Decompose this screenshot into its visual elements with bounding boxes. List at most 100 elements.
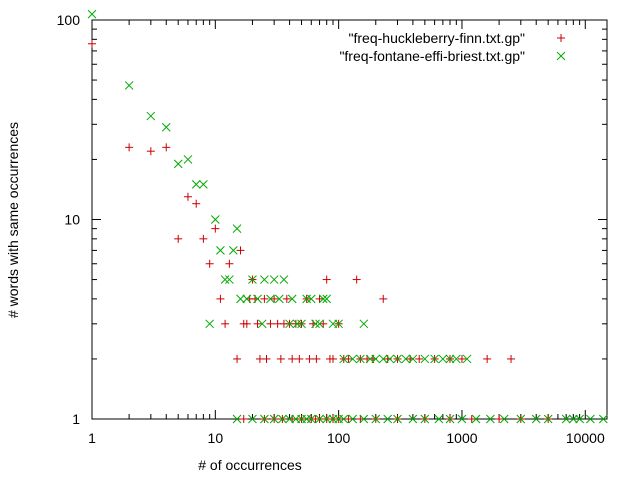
data-point	[211, 224, 220, 233]
data-point	[486, 414, 495, 424]
data-point	[344, 415, 353, 423]
data-point	[192, 199, 201, 208]
data-point	[191, 180, 201, 189]
series-1	[88, 39, 553, 423]
data-point	[401, 354, 411, 364]
data-point	[462, 354, 472, 364]
data-point	[467, 415, 476, 423]
data-point	[253, 294, 262, 304]
data-point	[199, 180, 208, 189]
axis-ticks: 1 10 100 1000 10000 1 10 100	[57, 12, 607, 446]
legend-label: "freq-huckleberry-finn.txt.gp"	[349, 30, 525, 46]
data-point	[269, 414, 279, 424]
data-point	[322, 294, 332, 304]
data-point	[236, 294, 245, 304]
data-point	[471, 414, 481, 424]
legend-marker	[557, 34, 565, 42]
data-point	[260, 275, 269, 284]
data-point	[146, 147, 155, 156]
data-point	[319, 319, 328, 328]
x-tick-label: 1	[88, 430, 96, 446]
data-point	[315, 414, 324, 424]
data-point	[348, 354, 358, 364]
data-point	[371, 354, 381, 364]
data-point	[161, 122, 171, 132]
data-point	[236, 246, 245, 255]
data-point	[260, 294, 269, 303]
data-point	[269, 275, 279, 284]
data-point	[266, 319, 275, 328]
data-point	[125, 143, 134, 152]
data-point	[415, 354, 424, 363]
legend-label: "freq-fontane-effi-briest.txt.gp"	[339, 48, 525, 64]
data-point	[385, 354, 395, 364]
data-point	[199, 234, 208, 243]
data-point	[253, 319, 262, 328]
data-point	[228, 246, 238, 255]
data-point	[543, 414, 553, 424]
data-point	[516, 414, 526, 424]
data-point	[348, 414, 358, 424]
data-point	[285, 414, 294, 424]
data-point	[210, 215, 220, 224]
x-tick-label: 10	[208, 430, 224, 446]
data-point	[393, 414, 402, 424]
data-point	[239, 415, 248, 423]
data-point	[420, 354, 430, 364]
data-point	[359, 319, 369, 329]
data-point	[383, 414, 393, 424]
legend: "freq-huckleberry-finn.txt.gp" "freq-font…	[339, 30, 566, 64]
data-point	[451, 354, 461, 364]
data-point	[260, 414, 269, 424]
x-tick-label: 1000	[446, 430, 477, 446]
data-point	[318, 294, 328, 304]
x-axis-label: # of occurrences	[198, 457, 302, 473]
data-point	[379, 294, 388, 303]
data-point	[242, 319, 251, 328]
data-point	[445, 414, 455, 424]
data-point	[262, 354, 271, 363]
data-point	[445, 354, 455, 364]
data-point	[266, 294, 275, 304]
data-point	[216, 246, 225, 255]
data-point	[248, 275, 257, 284]
data-point	[124, 81, 134, 90]
data-point	[87, 9, 97, 19]
data-point	[285, 319, 294, 329]
y-tick-label: 1	[72, 411, 80, 427]
data-point	[183, 155, 193, 164]
data-point	[531, 414, 541, 424]
data-point	[205, 259, 214, 268]
data-point	[292, 319, 302, 329]
data-point	[586, 414, 595, 424]
data-point	[356, 415, 365, 423]
y-tick-label: 10	[64, 212, 80, 228]
data-point	[339, 354, 349, 364]
data-point	[287, 294, 297, 304]
data-point	[274, 294, 284, 304]
x-tick-label: 100	[327, 430, 351, 446]
data-point	[356, 354, 365, 364]
data-point	[561, 414, 571, 424]
data-point	[359, 414, 369, 424]
data-point	[430, 354, 439, 364]
data-point	[598, 414, 608, 424]
data-point	[495, 415, 504, 423]
data-point	[88, 39, 96, 48]
data-point	[305, 354, 314, 363]
data-point	[288, 354, 297, 363]
y-tick-label: 100	[57, 12, 81, 28]
data-point	[225, 259, 234, 268]
data-point	[242, 294, 252, 304]
data-point	[306, 414, 316, 424]
data-point	[438, 354, 448, 364]
data-point	[315, 294, 324, 303]
data-point	[483, 354, 492, 363]
data-point	[297, 319, 306, 329]
data-point	[257, 319, 267, 329]
data-point	[575, 414, 584, 424]
data-point	[507, 354, 516, 363]
data-point	[315, 319, 324, 329]
data-point	[233, 354, 242, 363]
